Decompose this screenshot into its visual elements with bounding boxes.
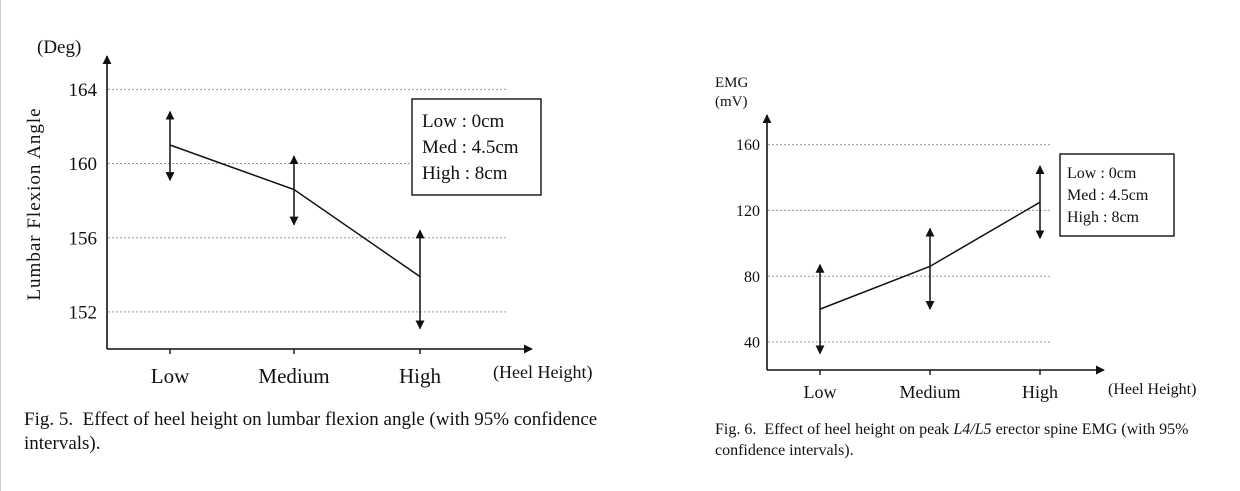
- x-tick-label: Low: [804, 382, 837, 402]
- x-tick-label: High: [399, 364, 442, 388]
- y-tick-label: 160: [736, 137, 760, 154]
- legend-box: [411, 98, 542, 196]
- legend-entry: Med : 4.5cm: [422, 137, 519, 158]
- x-axis-label: (Heel Height): [493, 362, 592, 383]
- figure-5-caption-text: Effect of heel height on lumbar flexion …: [24, 409, 598, 454]
- x-tick-label: High: [1022, 382, 1058, 402]
- legend-entry: Low : 0cm: [422, 111, 505, 132]
- legend-box: [1059, 153, 1175, 237]
- y-tick-label: 120: [736, 203, 760, 220]
- legend-entry: High : 8cm: [422, 163, 508, 184]
- legend-entry: Low : 0cm: [1067, 165, 1137, 182]
- y-axis-label: EMG: [715, 75, 749, 91]
- figure-5-caption: Fig. 5. Effect of heel height on lumbar …: [24, 408, 634, 456]
- y-tick-label: 164: [69, 80, 98, 101]
- figure-5-label: Fig. 5.: [24, 409, 74, 430]
- series-line: [169, 144, 421, 278]
- x-tick-label: Low: [151, 364, 190, 388]
- emg-chart: 40 80 120 160 Low Medium High (Heel Height) EMG (…: [715, 75, 1196, 402]
- figure-6-caption: Fig. 6. Effect of heel height on peak L4…: [715, 419, 1240, 461]
- y-tick-label: 156: [69, 228, 98, 249]
- lumbar-flexion-chart: 152 156 160 164 Low Medium High (Heel Height) (D…: [24, 37, 592, 388]
- legend-entry: Med : 4.5cm: [1067, 187, 1149, 204]
- y-tick-label: 160: [69, 154, 98, 175]
- figure-6-caption-text-before: Effect of heel height on peak: [764, 421, 954, 438]
- figure-6-label: Fig. 6.: [715, 421, 757, 438]
- x-tick-label: Medium: [900, 382, 961, 402]
- legend-entry: High : 8cm: [1067, 209, 1140, 226]
- y-axis-unit: (mV): [715, 94, 748, 110]
- figure-6-caption-text-after: erector spine EMG (with 95% confidence i…: [715, 421, 1189, 459]
- y-tick-label: 40: [744, 335, 760, 352]
- y-tick-label: 80: [744, 269, 760, 286]
- y-axis-label: Lumbar Flexion Angle: [24, 107, 45, 300]
- y-tick-label: 152: [69, 303, 98, 324]
- y-axis-unit: (Deg): [37, 37, 81, 58]
- figure-6-caption-math: L4/L5: [953, 421, 992, 438]
- x-axis-label: (Heel Height): [1108, 381, 1196, 398]
- page-left-border: [0, 0, 1, 491]
- x-tick-label: Medium: [258, 364, 329, 388]
